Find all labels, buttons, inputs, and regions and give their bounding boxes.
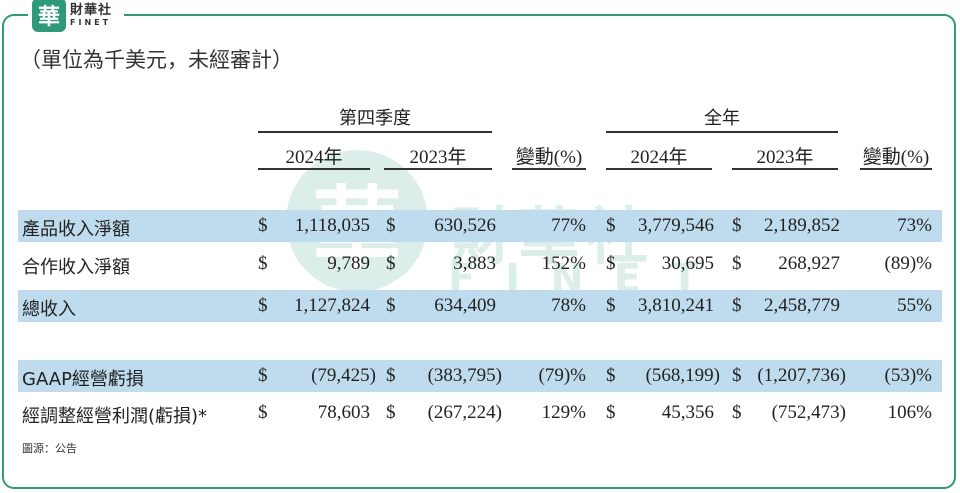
currency-sign: $: [732, 295, 742, 316]
fy-2024-rule: [606, 168, 712, 170]
q4-change-rule: [512, 168, 586, 170]
q4-change-value: (79)%: [538, 365, 586, 386]
q4-2024-value: (79,425): [311, 365, 376, 386]
q4-2024-rule: [258, 168, 370, 170]
q4-2024-value: 1,118,035: [294, 215, 370, 236]
currency-sign: $: [606, 402, 616, 423]
currency-sign: $: [732, 365, 742, 386]
currency-sign: $: [386, 365, 396, 386]
fy-change-value: 106%: [887, 402, 932, 423]
currency-sign: $: [732, 253, 742, 274]
row-band-gaap: [18, 360, 942, 392]
q4-change-value: 77%: [551, 215, 586, 236]
q4-2024-value: 78,603: [317, 402, 370, 423]
currency-sign: $: [386, 295, 396, 316]
fy-2023-header: 2023年: [756, 147, 814, 168]
outer-frame: [2, 14, 956, 489]
currency-sign: $: [386, 215, 396, 236]
full-year-header: 全年: [704, 108, 740, 129]
currency-sign: $: [258, 402, 268, 423]
q4-2023-value: 3,883: [453, 253, 496, 274]
q4-change-value: 129%: [541, 402, 586, 423]
fy-2024-header: 2024年: [630, 147, 688, 168]
q4-2023-value: (267,224): [427, 402, 502, 423]
fy-change-value: 73%: [897, 215, 932, 236]
fy-2024-value: 3,779,546: [638, 215, 714, 236]
fy-change-value: (53)%: [884, 365, 932, 386]
q4-2024-value: 1,127,824: [294, 295, 370, 316]
row-band-total: [18, 290, 942, 322]
fy-2023-value: (1,207,736): [757, 365, 846, 386]
source-note: 圖源：公告: [22, 442, 77, 455]
currency-sign: $: [732, 215, 742, 236]
q4-2023-value: 634,409: [434, 295, 496, 316]
full-year-header-rule: [606, 131, 838, 133]
currency-sign: $: [606, 215, 616, 236]
row-band-product: [18, 210, 942, 242]
fy-2024-value: 3,810,241: [638, 295, 714, 316]
row-label: GAAP經營虧損: [22, 369, 144, 390]
currency-sign: $: [386, 253, 396, 274]
fy-change-value: (89)%: [884, 253, 932, 274]
fy-2023-rule: [732, 168, 838, 170]
fy-2024-value: 30,695: [661, 253, 714, 274]
logo-en: FINET: [70, 17, 112, 27]
fy-2023-value: 2,189,852: [764, 215, 840, 236]
q4-2023-value: 630,526: [434, 215, 496, 236]
currency-sign: $: [606, 295, 616, 316]
currency-sign: $: [606, 365, 616, 386]
fy-2023-value: 2,458,779: [764, 295, 840, 316]
q4-2023-rule: [384, 168, 492, 170]
q4-2023-header: 2023年: [409, 147, 467, 168]
fy-change-header: 變動(%): [862, 147, 930, 168]
q4-header: 第四季度: [339, 108, 411, 129]
fy-2023-value: (752,473): [771, 402, 846, 423]
fy-change-value: 55%: [897, 295, 932, 316]
q4-change-value: 152%: [541, 253, 586, 274]
currency-sign: $: [258, 295, 268, 316]
currency-sign: $: [386, 402, 396, 423]
fy-2024-value: (568,199): [645, 365, 720, 386]
logo-text: 財華社 FINET: [70, 4, 112, 27]
unit-note: （單位為千美元，未經審計）: [20, 48, 293, 72]
fy-change-rule: [860, 168, 932, 170]
currency-sign: $: [258, 365, 268, 386]
row-label: 經調整經營利潤(虧損)*: [22, 406, 208, 427]
row-label: 總收入: [22, 299, 76, 320]
q4-2024-value: 9,789: [327, 253, 370, 274]
q4-change-value: 78%: [551, 295, 586, 316]
finet-logo: 華 財華社 FINET: [32, 0, 112, 32]
q4-change-header: 變動(%): [515, 147, 583, 168]
logo-cn: 財華社: [70, 2, 113, 18]
currency-sign: $: [258, 253, 268, 274]
fy-2023-value: 268,927: [778, 253, 840, 274]
currency-sign: $: [732, 402, 742, 423]
fy-2024-value: 45,356: [661, 402, 714, 423]
q4-2024-header: 2024年: [285, 147, 343, 168]
currency-sign: $: [258, 215, 268, 236]
row-label: 產品收入淨額: [22, 219, 130, 240]
logo-mark: 華: [32, 0, 66, 32]
q4-header-rule: [258, 131, 492, 133]
row-label: 合作收入淨額: [22, 257, 130, 278]
q4-2023-value: (383,795): [427, 365, 502, 386]
currency-sign: $: [606, 253, 616, 274]
